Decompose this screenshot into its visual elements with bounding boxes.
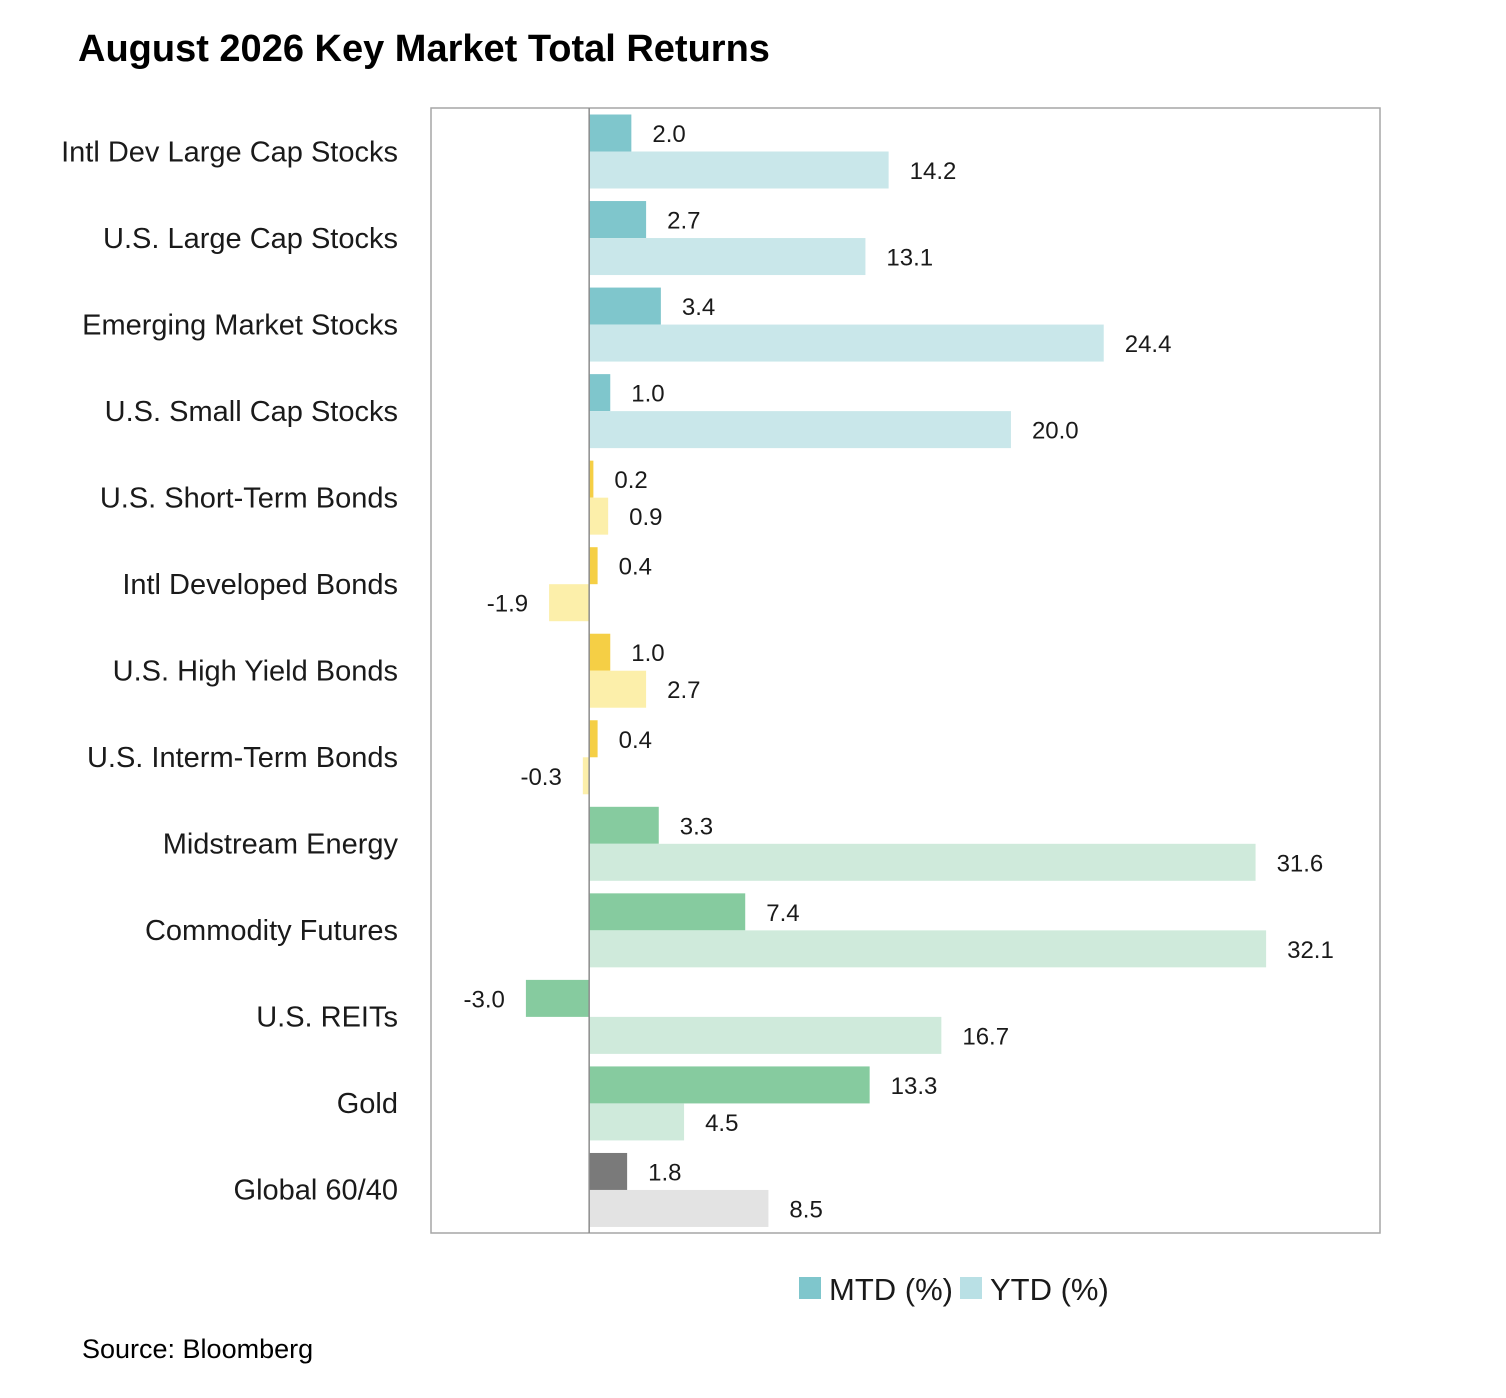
ytd-value-label: -0.3 xyxy=(520,764,561,791)
mtd-bar xyxy=(589,1066,870,1104)
ytd-value-label: 16.7 xyxy=(962,1023,1009,1050)
legend-swatch-mtd xyxy=(799,1277,821,1299)
mtd-bar xyxy=(589,633,611,671)
category-label: Intl Dev Large Cap Stocks xyxy=(61,136,398,168)
mtd-value-label: 2.0 xyxy=(652,121,685,148)
category-label: Midstream Energy xyxy=(163,829,399,861)
ytd-bar xyxy=(589,151,889,189)
ytd-bar xyxy=(589,843,1256,881)
plot-area-border xyxy=(430,107,1381,1234)
legend-swatch-ytd xyxy=(960,1277,982,1299)
category-label: Intl Developed Bonds xyxy=(122,569,398,601)
mtd-bar xyxy=(589,460,594,498)
mtd-value-label: 1.8 xyxy=(648,1159,681,1186)
mtd-bar xyxy=(589,374,611,412)
mtd-bar xyxy=(589,547,598,585)
chart-title: August 2026 Key Market Total Returns xyxy=(78,28,770,70)
ytd-value-label: 31.6 xyxy=(1277,850,1324,877)
ytd-value-label: 32.1 xyxy=(1287,937,1334,964)
category-label: Global 60/40 xyxy=(234,1175,398,1207)
mtd-bar xyxy=(589,1152,628,1190)
category-label: U.S. Large Cap Stocks xyxy=(103,223,398,255)
mtd-bar xyxy=(589,287,661,325)
mtd-value-label: 7.4 xyxy=(766,900,799,927)
ytd-value-label: -1.9 xyxy=(487,591,528,618)
mtd-value-label: 1.0 xyxy=(631,640,664,667)
ytd-value-label: 8.5 xyxy=(789,1196,822,1223)
ytd-value-label: 0.9 xyxy=(629,504,662,531)
category-label: Emerging Market Stocks xyxy=(82,309,398,341)
ytd-value-label: 20.0 xyxy=(1032,418,1079,445)
ytd-bar xyxy=(589,238,866,276)
mtd-value-label: 0.4 xyxy=(619,727,652,754)
labels-layer: Intl Dev Large Cap Stocks 2.0 14.2 U.S. Lar… xyxy=(61,121,1334,1223)
ytd-value-label: 2.7 xyxy=(667,677,700,704)
ytd-bar xyxy=(589,670,647,708)
ytd-bar xyxy=(589,324,1104,362)
ytd-value-label: 4.5 xyxy=(705,1110,738,1137)
mtd-bar xyxy=(589,893,746,931)
source-note: Source: Bloomberg xyxy=(82,1334,314,1364)
mtd-bar xyxy=(589,806,659,844)
ytd-bar xyxy=(589,1016,942,1054)
mtd-value-label: 3.3 xyxy=(680,813,713,840)
legend-label-mtd: MTD (%) xyxy=(829,1272,953,1307)
ytd-value-label: 13.1 xyxy=(886,245,933,272)
ytd-bar xyxy=(589,411,1011,449)
ytd-bar xyxy=(549,584,590,622)
mtd-value-label: 2.7 xyxy=(667,208,700,235)
ytd-bar xyxy=(582,757,590,795)
category-label: U.S. Interm-Term Bonds xyxy=(87,742,398,774)
ytd-bar xyxy=(589,930,1267,968)
bars-layer xyxy=(525,114,1267,1227)
mtd-value-label: -3.0 xyxy=(464,986,505,1013)
ytd-value-label: 14.2 xyxy=(910,158,957,185)
mtd-value-label: 0.2 xyxy=(614,467,647,494)
category-label: U.S. Small Cap Stocks xyxy=(105,396,398,428)
category-label: Commodity Futures xyxy=(145,915,398,947)
mtd-bar xyxy=(589,720,598,758)
mtd-bar xyxy=(525,979,590,1017)
ytd-bar xyxy=(589,497,609,535)
category-label: U.S. High Yield Bonds xyxy=(113,656,398,688)
ytd-bar xyxy=(589,1189,769,1227)
ytd-bar xyxy=(589,1103,685,1141)
legend: MTD (%) YTD (%) xyxy=(799,1272,1109,1307)
mtd-value-label: 3.4 xyxy=(682,294,715,321)
mtd-value-label: 0.4 xyxy=(619,554,652,581)
mtd-bar xyxy=(589,114,632,152)
legend-label-ytd: YTD (%) xyxy=(990,1272,1109,1307)
mtd-bar xyxy=(589,201,647,239)
category-label: Gold xyxy=(337,1088,398,1120)
ytd-value-label: 24.4 xyxy=(1125,331,1172,358)
category-label: U.S. REITs xyxy=(256,1002,398,1034)
mtd-value-label: 1.0 xyxy=(631,381,664,408)
mtd-value-label: 13.3 xyxy=(891,1073,938,1100)
category-label: U.S. Short-Term Bonds xyxy=(100,482,398,514)
